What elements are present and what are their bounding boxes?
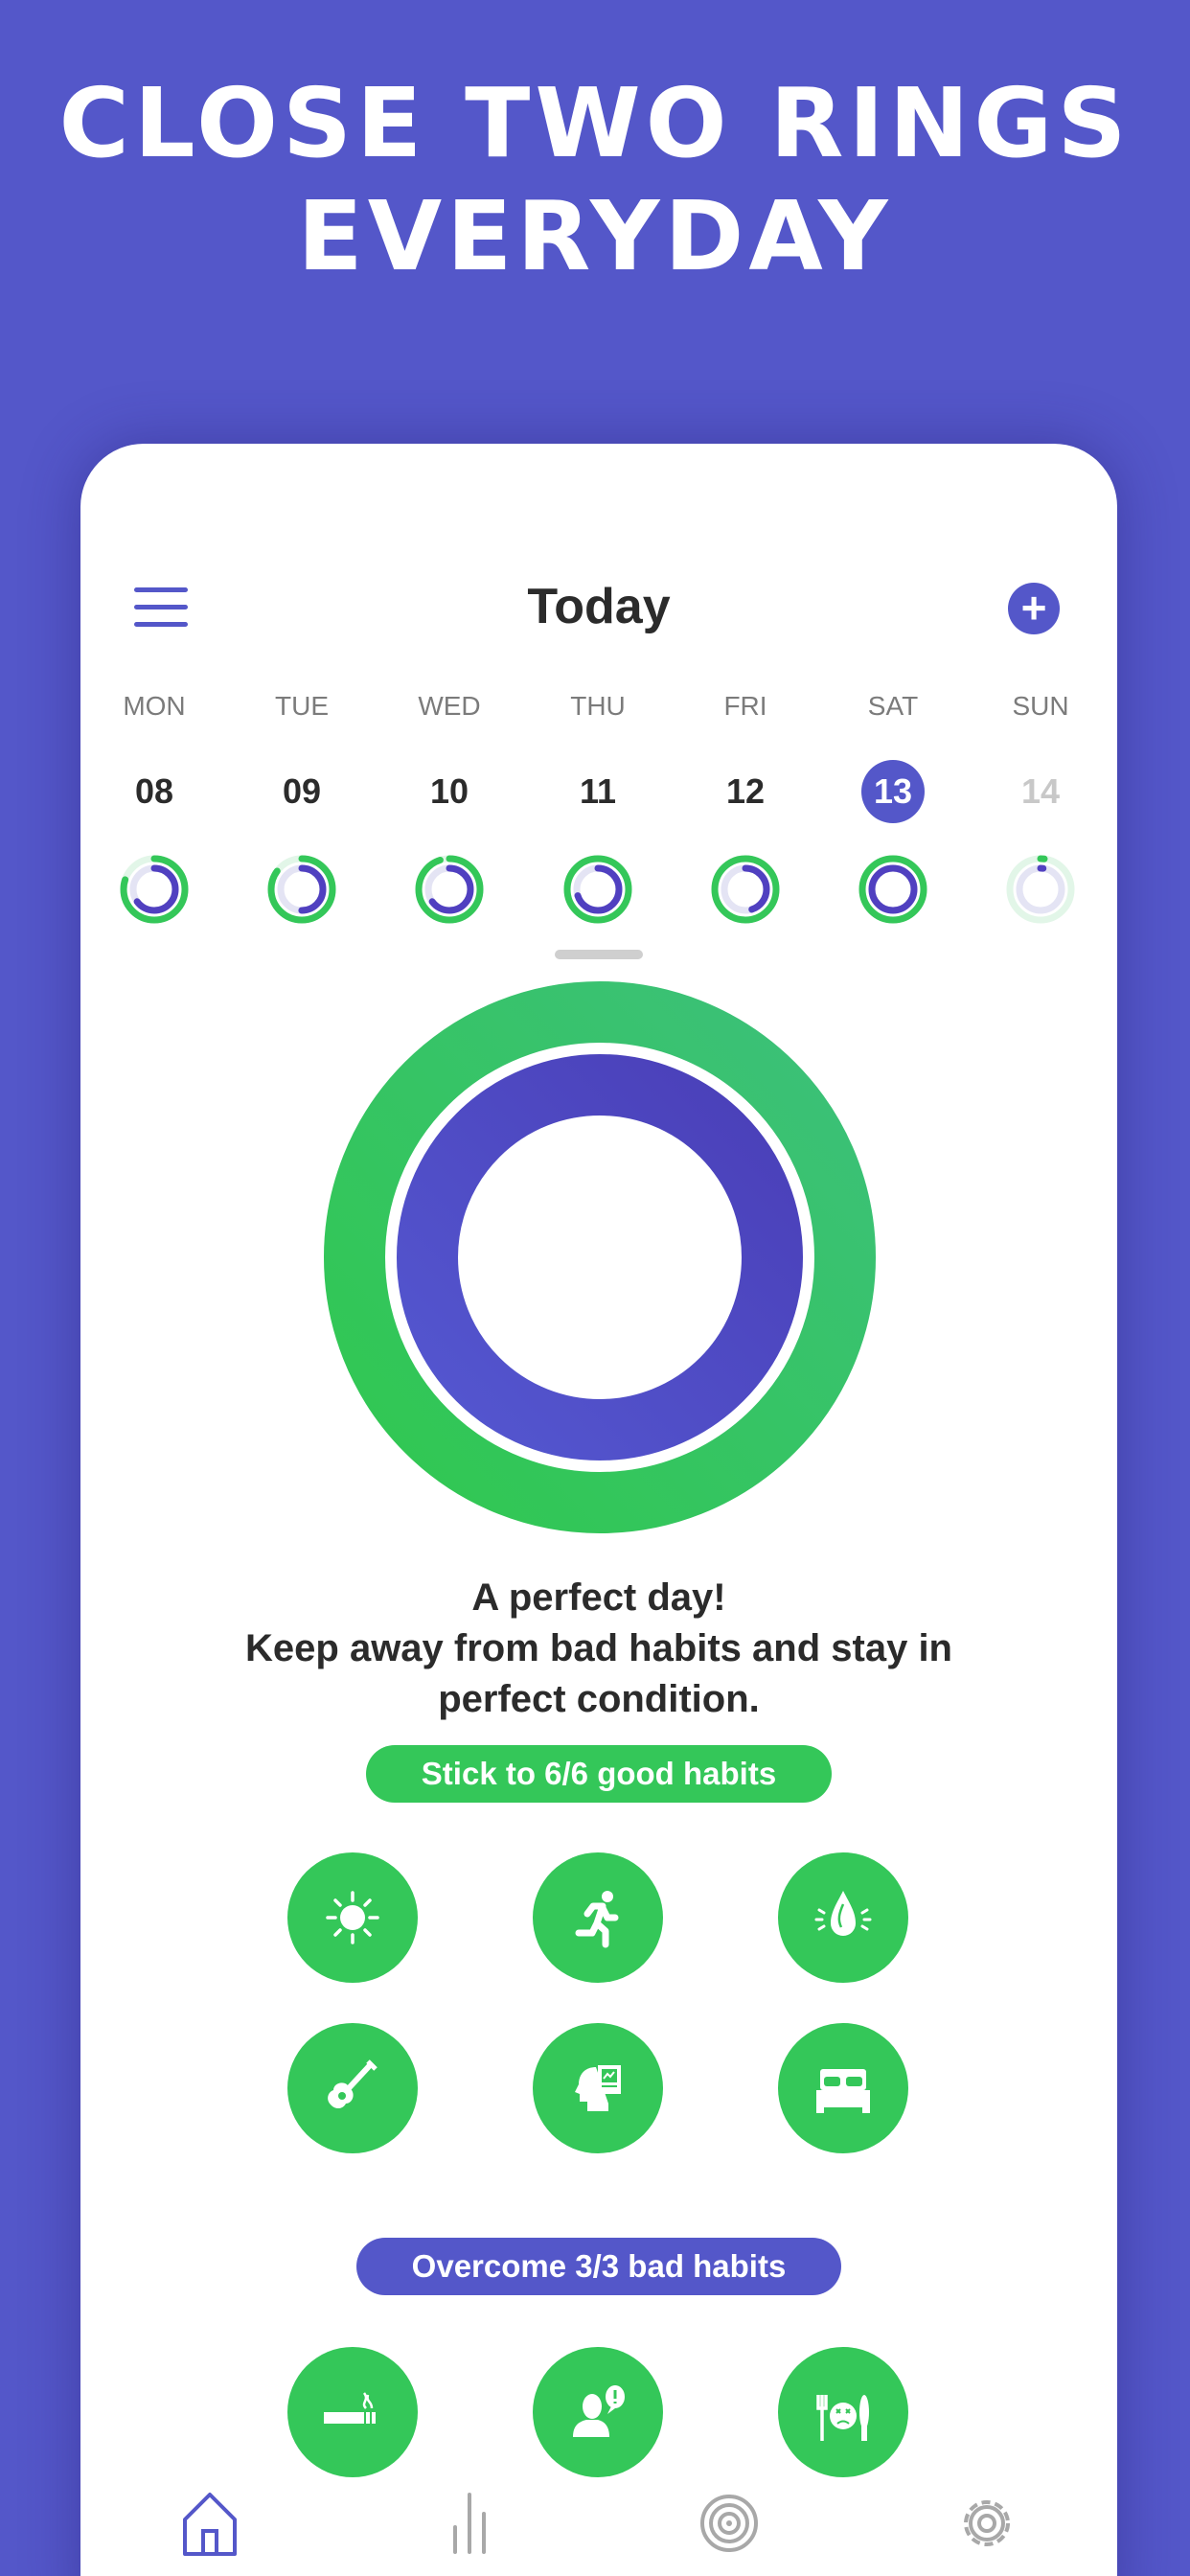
habit-exercise[interactable] (533, 1852, 663, 1983)
bad-habit-smoking[interactable] (287, 2347, 418, 2477)
status-message: A perfect day! Keep away from bad habits… (80, 1573, 1117, 1725)
day-label: TUE (275, 691, 329, 721)
good-ring-progress (415, 855, 484, 924)
day-date[interactable]: 09 (282, 771, 322, 811)
drag-handle[interactable] (555, 950, 643, 959)
sick-food-icon (816, 2395, 869, 2441)
page-title: Today (527, 579, 671, 634)
good-ring-progress (1006, 855, 1075, 924)
day-progress-rings[interactable] (561, 853, 634, 926)
bad-habit-junk-food[interactable] (778, 2347, 908, 2477)
person-speech-icon (573, 2385, 625, 2437)
sun-icon (326, 1891, 379, 1944)
settings-icon (964, 2500, 1010, 2546)
bad-habits-ring (397, 1054, 803, 1460)
today-rings (324, 981, 876, 1533)
bad-ring-track (1016, 864, 1065, 914)
status-message-line-3: perfect condition. (438, 1678, 760, 1720)
plus-icon[interactable]: + (1008, 583, 1060, 634)
app-screen: Today + MON 08 TUE 09 WED 10 THU 11 FRI 12 SAT 13 SU… (80, 444, 1117, 2576)
bad-ring-progress (424, 864, 474, 914)
bad-ring-progress (868, 864, 918, 914)
day-progress-rings[interactable] (1004, 853, 1077, 926)
good-ring-progress (267, 855, 336, 924)
status-message-line-2: Keep away from bad habits and stay in (245, 1627, 952, 1669)
head-learning-icon (575, 2065, 621, 2111)
day-label: SAT (867, 691, 919, 721)
day-date[interactable]: 13 (861, 760, 925, 823)
status-message-title: A perfect day! (471, 1576, 726, 1619)
day-date[interactable]: 10 (429, 771, 469, 811)
day-label: SUN (1012, 691, 1069, 721)
day-date[interactable]: 12 (725, 771, 766, 811)
good-habits-badge: Stick to 6/6 good habits (366, 1745, 832, 1803)
target-icon (700, 2495, 758, 2552)
guitar-icon (328, 2059, 378, 2109)
bad-ring-progress (721, 864, 770, 914)
habit-learning[interactable] (533, 2023, 663, 2153)
good-ring-progress (563, 855, 632, 924)
bad-habit-talking[interactable] (533, 2347, 663, 2477)
water-drop-icon (814, 1891, 872, 1936)
bad-ring-progress (277, 864, 327, 914)
headline-line-1: CLOSE TWO RINGS (58, 67, 1132, 179)
good-ring-progress (858, 855, 927, 924)
day-label: FRI (723, 691, 767, 721)
habit-sleep[interactable] (778, 2023, 908, 2153)
running-icon (575, 1891, 619, 1948)
day-progress-rings[interactable] (709, 853, 782, 926)
habit-sun[interactable] (287, 1852, 418, 1983)
good-habits-ring (324, 981, 876, 1533)
day-progress-rings[interactable] (857, 853, 929, 926)
day-date[interactable]: 11 (579, 771, 617, 811)
day-label: MON (123, 691, 186, 721)
day-progress-rings[interactable] (118, 853, 191, 926)
day-label: WED (418, 691, 481, 721)
tab-stats[interactable] (431, 2485, 508, 2562)
cigarette-icon (324, 2392, 376, 2424)
good-ring-progress (120, 855, 189, 924)
day-progress-rings[interactable] (265, 853, 338, 926)
day-date[interactable]: 14 (1020, 771, 1061, 811)
stats-icon (453, 2493, 486, 2554)
home-icon (183, 2493, 237, 2556)
day-date[interactable]: 08 (134, 771, 174, 811)
bed-icon (816, 2069, 870, 2113)
day-progress-rings[interactable] (413, 853, 486, 926)
tab-settings[interactable] (949, 2485, 1025, 2562)
bad-ring-progress (129, 864, 179, 914)
tab-home[interactable] (172, 2485, 248, 2562)
bad-habits-badge: Overcome 3/3 bad habits (356, 2238, 841, 2295)
tab-goals[interactable] (691, 2485, 767, 2562)
habit-guitar[interactable] (287, 2023, 418, 2153)
hamburger-icon[interactable] (134, 587, 188, 628)
day-label: THU (570, 691, 626, 721)
habit-water[interactable] (778, 1852, 908, 1983)
headline-line-2: EVERYDAY (297, 180, 893, 292)
good-ring-progress (711, 855, 780, 924)
bad-ring-progress (1016, 864, 1065, 914)
bad-ring-progress (573, 864, 623, 914)
headline: CLOSE TWO RINGS EVERYDAY (0, 67, 1190, 293)
